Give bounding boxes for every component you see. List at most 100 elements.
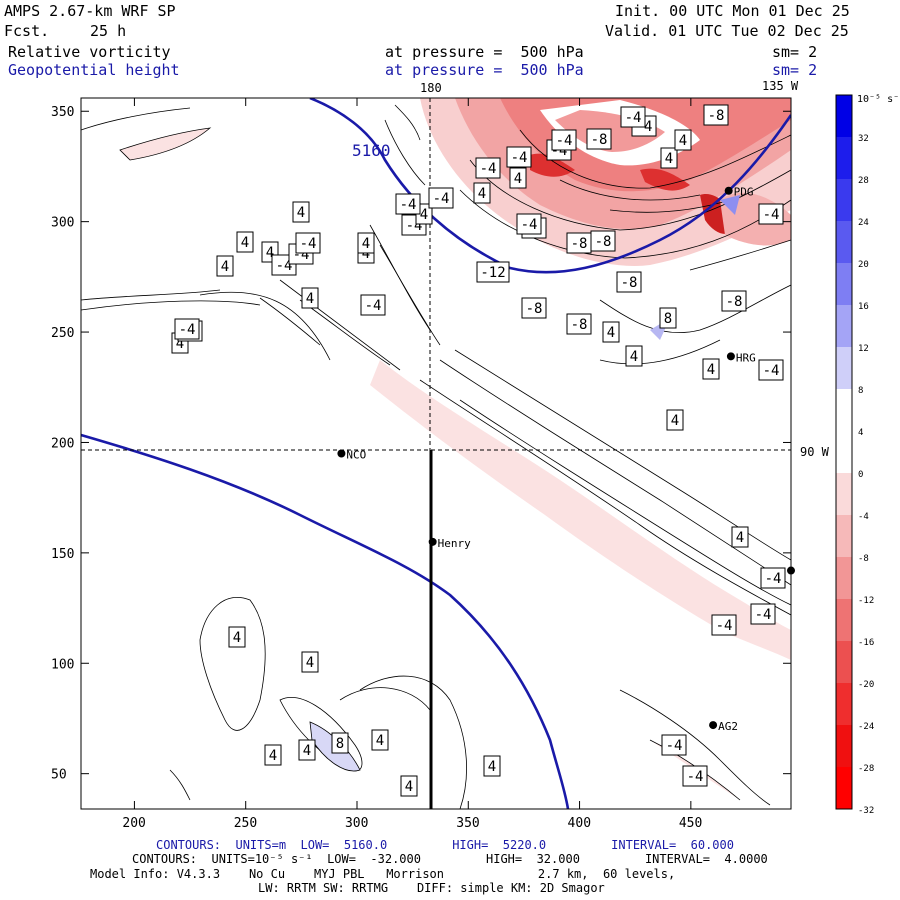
station-marker xyxy=(724,186,733,195)
footer-model-info: Model Info: V4.3.3 No Cu MYJ PBL Morriso… xyxy=(90,867,676,881)
contour-label: 4 xyxy=(362,246,370,262)
x-tick-label: 200 xyxy=(122,816,145,831)
contour-label-box xyxy=(236,231,254,253)
contour-label: -4 xyxy=(276,258,293,274)
contour-label: 4 xyxy=(306,291,314,307)
colorbar-swatch xyxy=(836,179,852,222)
contour-label-box xyxy=(566,313,592,335)
contour-label-box xyxy=(301,651,319,673)
contour-label-box xyxy=(506,146,532,168)
contour-label: -4 xyxy=(480,161,497,177)
contour-label: 4 xyxy=(376,733,384,749)
contour-label-box xyxy=(298,739,316,761)
contour-label-box xyxy=(602,321,620,343)
contour-label: 4 xyxy=(478,186,486,202)
contour-label-box xyxy=(516,213,542,235)
contour-label: -12 xyxy=(480,265,505,281)
contour-label-box xyxy=(331,732,349,754)
contour-label-box xyxy=(625,345,643,367)
contour-label-box xyxy=(371,729,389,751)
colorbar: 32 28 24 20 16 12 8 4 0 -4 -8 -12 -16 -20 -24 -28 -32 xyxy=(835,94,874,816)
contour-label: 4 xyxy=(736,530,744,546)
init-time: Init. 00 UTC Mon 01 Dec 25 xyxy=(615,2,850,20)
contour-label-box xyxy=(666,409,684,431)
colorbar-swatch xyxy=(836,221,852,264)
contour-label-box xyxy=(476,261,510,283)
vorticity-field xyxy=(81,98,791,809)
contour-labels: 4-4-4444-4-4-44-4444-44-4-444-4-4-4-4-84… xyxy=(171,104,786,797)
contour-label-box xyxy=(228,626,246,648)
colorbar-swatch xyxy=(836,431,852,474)
colorbar-swatch xyxy=(836,515,852,558)
contour-label: 4 xyxy=(607,325,615,341)
contour-label: -4 xyxy=(625,110,642,126)
height-contour-label: 5160 xyxy=(352,141,391,160)
colorbar-tick-label: -24 xyxy=(858,722,874,732)
contour-label-box xyxy=(566,232,592,254)
contour-label: -4 xyxy=(365,298,382,314)
colorbar-tick-label: 8 xyxy=(858,386,863,396)
contour-label: 4 xyxy=(420,207,428,223)
contour-label-box xyxy=(475,157,501,179)
contour-label: 4 xyxy=(488,759,496,775)
contour-label-box xyxy=(174,318,200,340)
contour-label: -4 xyxy=(755,607,772,623)
contour-label: -8 xyxy=(571,317,588,333)
colorbar-tick-label: 0 xyxy=(858,470,863,480)
colorbar-unit: 10⁻⁵ s⁻¹ xyxy=(857,94,900,105)
contour-label-box xyxy=(473,182,491,204)
y-tick-label: 350 xyxy=(51,105,74,120)
contour-label: -4 xyxy=(687,769,704,785)
contour-label: 4 xyxy=(221,259,229,275)
contour-label-box xyxy=(750,603,776,625)
top-label-135w: 135 W xyxy=(762,79,799,93)
colorbar-tick-label: -12 xyxy=(858,596,874,606)
contour-label: 8 xyxy=(664,311,672,327)
contour-label: 4 xyxy=(303,743,311,759)
contour-label: -4 xyxy=(765,571,782,587)
colorbar-swatch xyxy=(836,95,852,138)
contour-label: 4 xyxy=(266,245,274,261)
contour-label-box xyxy=(360,294,386,316)
y-tick-label: 200 xyxy=(51,436,74,451)
footer-height-contours: CONTOURS: UNITS=m LOW= 5160.0 HIGH= 5220… xyxy=(156,838,734,852)
x-tick-label: 250 xyxy=(234,816,257,831)
contour-label: -8 xyxy=(726,294,743,310)
contour-label: -4 xyxy=(666,738,683,754)
contour-label-box xyxy=(731,526,749,548)
contour-label: 4 xyxy=(707,362,715,378)
contour-label-box xyxy=(660,147,678,169)
contour-label-box xyxy=(216,255,234,277)
contour-label-box xyxy=(760,567,786,589)
axes: 200 250 300 350 400 450 350 300 250 200 150 100 50 xyxy=(51,98,791,831)
contour-label-box xyxy=(483,755,501,777)
contour-label-box xyxy=(721,290,747,312)
contour-label: -8 xyxy=(526,301,543,317)
contour-label: -4 xyxy=(763,207,780,223)
colorbar-swatch xyxy=(836,347,852,390)
colorbar-tick-label: 4 xyxy=(858,428,863,438)
contour-label: 4 xyxy=(514,171,522,187)
field1-smoothing: sm= 2 xyxy=(772,43,818,61)
field1-level: at pressure = 500 hPa xyxy=(385,43,584,61)
contour-label-box xyxy=(659,307,677,329)
colorbar-swatch xyxy=(836,767,852,810)
contour-label-box xyxy=(758,203,784,225)
y-tick-label: 150 xyxy=(51,547,74,562)
forecast-label: Fcst. xyxy=(4,22,50,40)
top-label-180: 180 xyxy=(420,81,442,95)
contour-label-box xyxy=(301,287,319,309)
x-tick-label: 450 xyxy=(679,816,702,831)
station-label: Henry xyxy=(438,537,471,550)
station-marker xyxy=(787,566,795,575)
contour-label: 4 xyxy=(405,779,413,795)
footer-vorticity-contours: CONTOURS: UNITS=10⁻⁵ s⁻¹ LOW= -32.000 HI… xyxy=(132,852,768,866)
station-label: NCO xyxy=(346,449,366,462)
colorbar-tick-label: 32 xyxy=(858,134,869,144)
contour-label: -8 xyxy=(595,234,612,250)
colorbar-tick-label: 20 xyxy=(858,260,869,270)
contour-label-box xyxy=(521,297,547,319)
x-tick-label: 400 xyxy=(568,816,591,831)
contour-label: 4 xyxy=(679,133,687,149)
